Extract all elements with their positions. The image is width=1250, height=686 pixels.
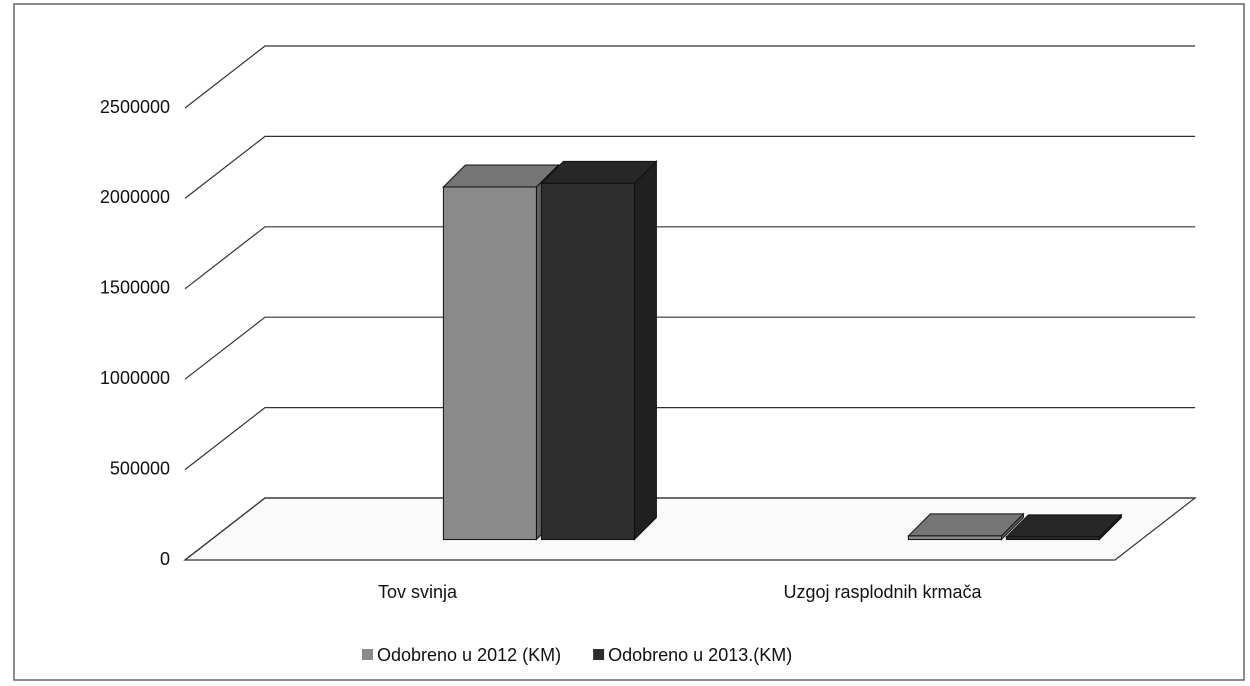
grid-line	[184, 316, 1195, 380]
bar	[540, 160, 658, 541]
y-tick-label: 2500000	[100, 97, 170, 117]
y-tick-label: 500000	[110, 458, 170, 478]
bar	[907, 512, 1025, 541]
y-tick-label: 2000000	[100, 187, 170, 207]
grid-line	[184, 407, 1195, 471]
grid-line	[184, 135, 1195, 199]
bar-side	[633, 160, 657, 541]
grid-line	[184, 497, 1195, 561]
bar-front	[907, 535, 1002, 541]
x-tick-label: Tov svinja	[378, 582, 458, 602]
legend-label: Odobreno u 2013.(KM)	[608, 645, 792, 665]
y-tick-label: 1000000	[100, 368, 170, 388]
x-tick-label: Uzgoj rasplodnih krmača	[783, 582, 982, 602]
grid-line	[184, 45, 1195, 109]
grid-line	[184, 226, 1195, 290]
bar-front	[1005, 536, 1100, 541]
y-tick-label: 1500000	[100, 278, 170, 298]
legend-swatch	[593, 649, 605, 660]
bar-front	[442, 186, 537, 541]
bar-front	[540, 182, 635, 541]
bar	[1005, 513, 1123, 541]
legend-swatch	[362, 649, 373, 660]
y-tick-label: 0	[160, 549, 170, 569]
legend-label: Odobreno u 2012 (KM)	[377, 645, 561, 665]
